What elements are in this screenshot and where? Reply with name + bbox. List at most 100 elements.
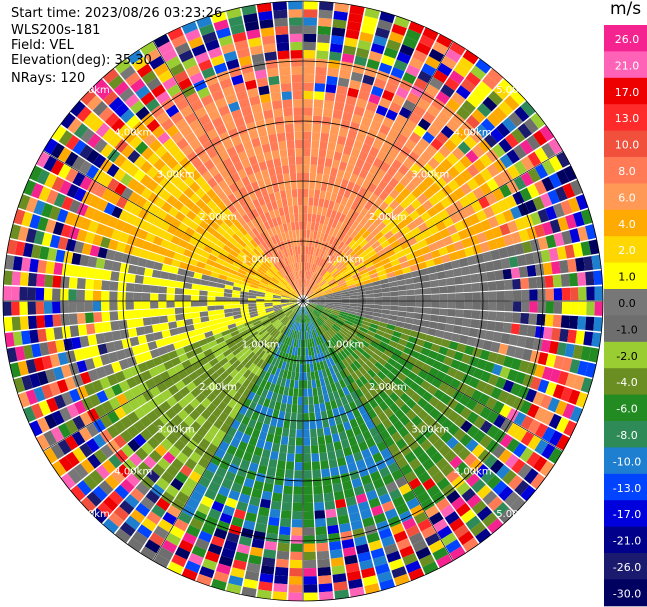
range-gate (348, 155, 358, 166)
range-gate (395, 343, 406, 352)
range-gate (169, 328, 179, 336)
range-gate (261, 557, 276, 567)
range-gate (283, 206, 290, 216)
range-gate (466, 255, 477, 266)
range-gate (363, 372, 373, 382)
range-gate (155, 338, 166, 348)
range-gate (168, 206, 179, 218)
range-gate (186, 210, 197, 221)
range-gate (160, 151, 173, 164)
range-gate (102, 321, 112, 333)
range-gate (372, 337, 381, 345)
range-gate (317, 25, 332, 36)
range-gate (353, 106, 365, 117)
range-gate (263, 109, 274, 120)
range-gate (285, 309, 292, 315)
range-gate (244, 360, 253, 369)
range-gate (184, 131, 197, 144)
range-gate (282, 326, 288, 335)
range-gate (105, 249, 116, 261)
range-label: 3.00km (411, 424, 449, 435)
range-gate (459, 195, 471, 208)
range-gate (502, 268, 512, 280)
range-gate (568, 315, 579, 330)
range-gate (210, 455, 222, 467)
range-label: 2.00km (369, 382, 407, 393)
range-gate (466, 177, 479, 191)
range-gate (556, 151, 570, 168)
range-gate (285, 319, 291, 327)
range-gate (321, 224, 328, 234)
range-gate (318, 326, 324, 335)
range-gate (422, 163, 434, 176)
range-gate (99, 158, 113, 173)
range-gate (345, 278, 355, 285)
range-gate (254, 188, 263, 199)
range-gate (359, 354, 368, 363)
range-label: 5.00km (496, 85, 534, 96)
range-gate (410, 243, 421, 252)
range-gate (267, 283, 276, 289)
range-gate (388, 558, 404, 571)
range-gate (400, 126, 413, 139)
range-gate (308, 294, 316, 299)
range-gate (295, 271, 299, 280)
range-gate (22, 344, 34, 360)
range-gate (513, 427, 528, 442)
range-gate (344, 276, 354, 282)
range-gate (163, 336, 173, 346)
range-gate (280, 268, 287, 277)
range-gate (492, 480, 508, 496)
range-gate (334, 589, 350, 600)
range-gate (261, 241, 269, 250)
range-gate (389, 392, 400, 403)
range-gate (438, 278, 447, 287)
range-gate (274, 367, 281, 377)
range-gate (483, 206, 495, 219)
range-gate (510, 231, 522, 244)
range-gate (87, 133, 102, 149)
range-gate (295, 322, 299, 331)
range-gate (455, 85, 471, 100)
range-gate (482, 490, 498, 506)
range-gate (255, 348, 264, 357)
range-gate (345, 428, 355, 439)
range-gate (460, 266, 471, 276)
range-gate (246, 211, 255, 221)
range-gate (322, 242, 329, 251)
range-gate (312, 247, 318, 256)
range-gate (318, 316, 325, 324)
range-gate (308, 322, 313, 331)
range-gate (417, 353, 428, 363)
range-gate (220, 168, 231, 180)
range-gate (377, 411, 388, 423)
range-gate (108, 192, 121, 206)
range-gate (361, 230, 371, 239)
range-gate (456, 481, 471, 496)
range-gate (319, 325, 326, 334)
range-gate (305, 287, 309, 296)
range-gate (429, 76, 444, 91)
range-gate (322, 271, 329, 279)
range-gate (413, 249, 423, 258)
range-gate (285, 131, 295, 141)
range-gate (487, 496, 504, 512)
range-gate (459, 433, 473, 447)
range-gate (267, 313, 276, 319)
range-gate (428, 48, 445, 63)
range-gate (232, 391, 242, 402)
range-gate (285, 287, 292, 293)
range-gate (127, 149, 141, 164)
range-gate (365, 290, 374, 295)
range-gate (372, 280, 381, 286)
range-gate (194, 106, 208, 119)
range-gate (248, 436, 258, 447)
range-gate (135, 447, 149, 461)
range-gate (160, 353, 171, 363)
range-gate (261, 318, 270, 325)
range-gate (231, 455, 242, 467)
range-gate (11, 301, 20, 316)
range-gate (532, 196, 545, 211)
colorbar-swatch (604, 315, 647, 343)
range-gate (399, 545, 415, 558)
